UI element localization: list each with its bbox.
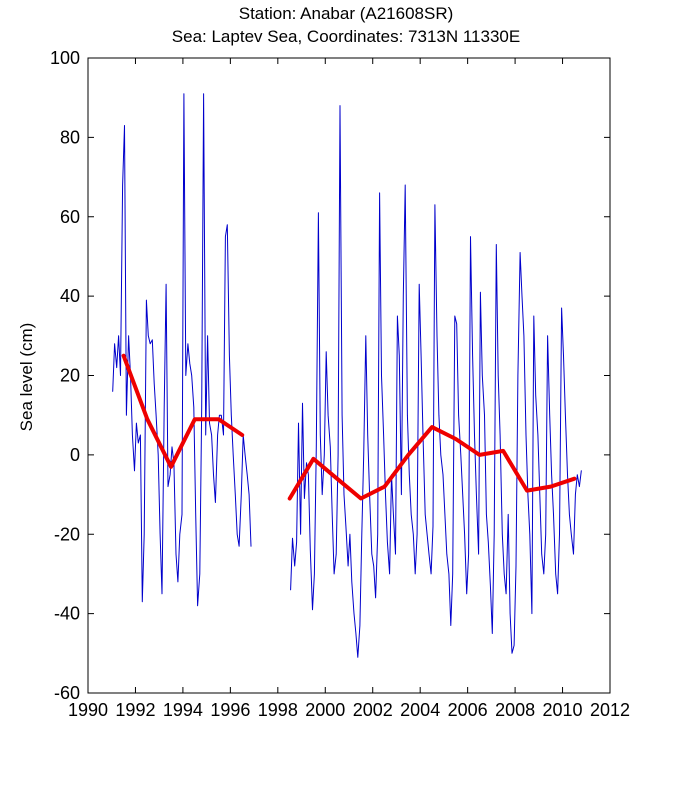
y-tick-label: -40 [54,604,80,624]
annual-series-line [121,353,245,469]
x-tick-label: 2002 [353,700,393,720]
x-tick-label: 2004 [400,700,440,720]
y-tick-label: 0 [70,445,80,465]
annual-series-line [287,425,577,501]
y-axis-label: Sea level (cm) [17,323,36,432]
y-tick-label: 80 [60,127,80,147]
annual-series [121,353,577,501]
x-tick-label: 2008 [495,700,535,720]
x-tick-label: 2000 [305,700,345,720]
y-tick-label: 40 [60,286,80,306]
y-tick-label: -60 [54,683,80,703]
monthly-series-line [290,105,582,658]
y-tick-label: -20 [54,524,80,544]
x-tick-label: 1994 [163,700,203,720]
y-tick-label: 100 [50,48,80,68]
x-tick-label: 1996 [210,700,250,720]
chart-title-line1: Station: Anabar (A21608SR) [239,4,454,23]
x-tick-label: 1992 [115,700,155,720]
y-tick-label: 20 [60,366,80,386]
x-tick-label: 2006 [448,700,488,720]
series-layer [112,93,582,658]
monthly-series-line [112,93,252,607]
x-tick-label: 2010 [543,700,583,720]
x-tick-label: 1990 [68,700,108,720]
plot-area-frame [87,57,611,694]
chart-title-line2: Sea: Laptev Sea, Coordinates: 7313N 1133… [172,27,520,46]
x-tick-label: 1998 [258,700,298,720]
x-tick-label: 2012 [590,700,630,720]
monthly-series [112,93,582,658]
y-tick-label: 60 [60,207,80,227]
